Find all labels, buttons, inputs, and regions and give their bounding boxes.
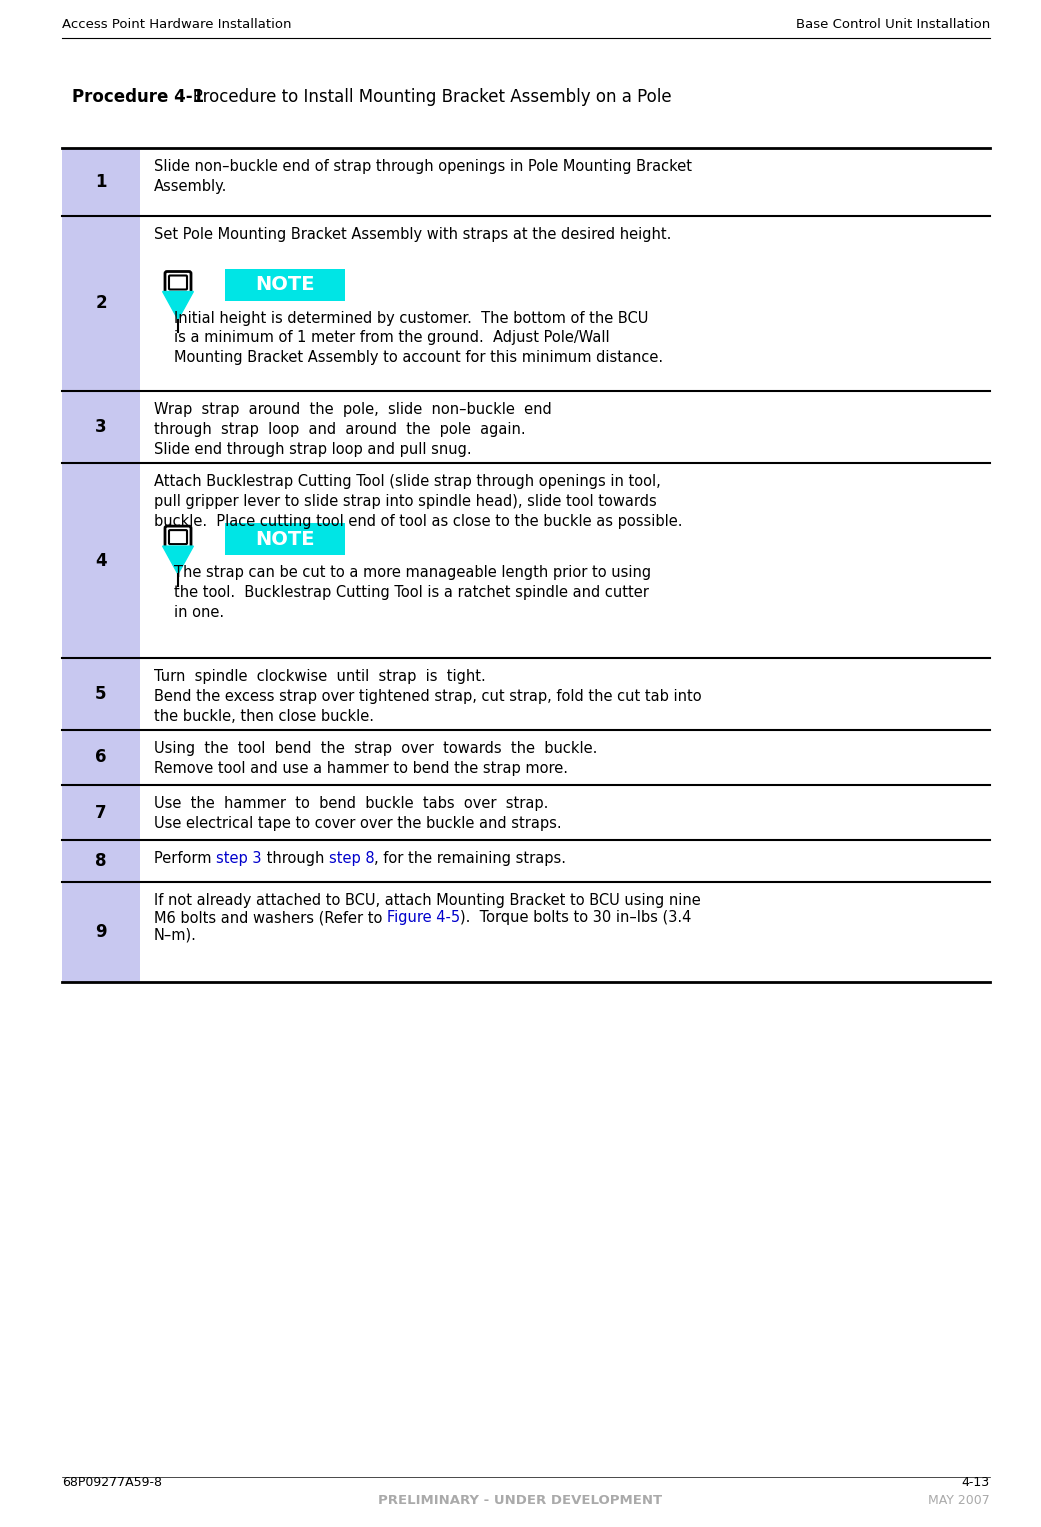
Text: 68P09277A59-8: 68P09277A59-8 <box>62 1477 162 1489</box>
Text: Access Point Hardware Installation: Access Point Hardware Installation <box>62 18 291 31</box>
Bar <box>225 524 345 556</box>
Bar <box>62 785 139 840</box>
FancyBboxPatch shape <box>166 527 191 548</box>
Text: ).  Torque bolts to 30 in–lbs (3.4: ). Torque bolts to 30 in–lbs (3.4 <box>460 910 691 925</box>
Bar <box>62 463 139 658</box>
Text: 5: 5 <box>95 686 107 702</box>
Text: M6 bolts and washers (Refer to: M6 bolts and washers (Refer to <box>154 910 387 925</box>
Bar <box>62 730 139 785</box>
Text: , for the remaining straps.: , for the remaining straps. <box>375 851 566 866</box>
Text: 2: 2 <box>95 295 107 313</box>
Text: PRELIMINARY - UNDER DEVELOPMENT: PRELIMINARY - UNDER DEVELOPMENT <box>379 1493 662 1507</box>
Text: Perform: Perform <box>154 851 217 866</box>
Text: Turn  spindle  clockwise  until  strap  is  tight.
Bend the excess strap over ti: Turn spindle clockwise until strap is ti… <box>154 669 702 724</box>
Text: Figure 4-5: Figure 4-5 <box>387 910 460 925</box>
Bar <box>225 269 345 301</box>
Text: 8: 8 <box>95 852 107 870</box>
FancyBboxPatch shape <box>166 272 191 293</box>
Text: Using  the  tool  bend  the  strap  over  towards  the  buckle.
Remove tool and : Using the tool bend the strap over towar… <box>154 741 598 776</box>
Text: NOTE: NOTE <box>255 275 314 295</box>
Polygon shape <box>162 547 194 574</box>
Text: Procedure 4-1: Procedure 4-1 <box>72 89 204 105</box>
Text: through: through <box>261 851 329 866</box>
Bar <box>62 658 139 730</box>
Bar <box>62 391 139 463</box>
Text: Procedure to Install Mounting Bracket Assembly on a Pole: Procedure to Install Mounting Bracket As… <box>177 89 671 105</box>
Text: 7: 7 <box>95 803 107 822</box>
Text: 1: 1 <box>95 173 107 191</box>
Text: 9: 9 <box>95 922 107 941</box>
FancyBboxPatch shape <box>169 275 187 290</box>
Text: Set Pole Mounting Bracket Assembly with straps at the desired height.: Set Pole Mounting Bracket Assembly with … <box>154 228 671 241</box>
Text: The strap can be cut to a more manageable length prior to using
the tool.  Buckl: The strap can be cut to a more manageabl… <box>174 565 651 620</box>
Text: step 3: step 3 <box>217 851 261 866</box>
Text: N–m).: N–m). <box>154 927 197 942</box>
Text: 4-13: 4-13 <box>962 1477 990 1489</box>
Text: Base Control Unit Installation: Base Control Unit Installation <box>795 18 990 31</box>
Text: step 8: step 8 <box>329 851 375 866</box>
Text: NOTE: NOTE <box>255 530 314 548</box>
Text: If not already attached to BCU, attach Mounting Bracket to BCU using nine: If not already attached to BCU, attach M… <box>154 893 701 909</box>
Text: Slide non–buckle end of strap through openings in Pole Mounting Bracket
Assembly: Slide non–buckle end of strap through op… <box>154 159 692 194</box>
Bar <box>62 148 139 215</box>
Text: Initial height is determined by customer.  The bottom of the BCU
is a minimum of: Initial height is determined by customer… <box>174 310 663 365</box>
Text: 6: 6 <box>95 748 107 767</box>
Text: MAY 2007: MAY 2007 <box>929 1493 990 1507</box>
Bar <box>62 215 139 391</box>
Bar <box>62 840 139 883</box>
Text: Use  the  hammer  to  bend  buckle  tabs  over  strap.
Use electrical tape to co: Use the hammer to bend buckle tabs over … <box>154 796 562 831</box>
Text: Attach Bucklestrap Cutting Tool (slide strap through openings in tool,
pull grip: Attach Bucklestrap Cutting Tool (slide s… <box>154 473 683 528</box>
Text: 4: 4 <box>95 551 107 570</box>
FancyBboxPatch shape <box>169 530 187 544</box>
Polygon shape <box>162 292 194 319</box>
Bar <box>62 883 139 982</box>
Text: 3: 3 <box>95 418 107 437</box>
Text: Wrap  strap  around  the  pole,  slide  non–buckle  end
through  strap  loop  an: Wrap strap around the pole, slide non–bu… <box>154 402 552 457</box>
